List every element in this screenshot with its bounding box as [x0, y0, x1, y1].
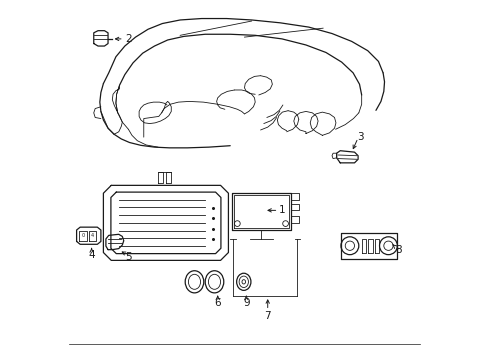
Text: 0: 0 — [81, 233, 84, 238]
Text: 1: 1 — [278, 205, 285, 215]
Text: 9: 9 — [243, 298, 249, 308]
Text: 5: 5 — [125, 252, 131, 262]
Text: 4: 4 — [88, 250, 95, 260]
Text: 8: 8 — [394, 245, 401, 255]
Text: 7: 7 — [264, 311, 270, 321]
Text: 4: 4 — [91, 233, 94, 238]
Text: 6: 6 — [214, 298, 221, 308]
Text: 2: 2 — [125, 34, 131, 44]
Text: 3: 3 — [357, 132, 363, 142]
